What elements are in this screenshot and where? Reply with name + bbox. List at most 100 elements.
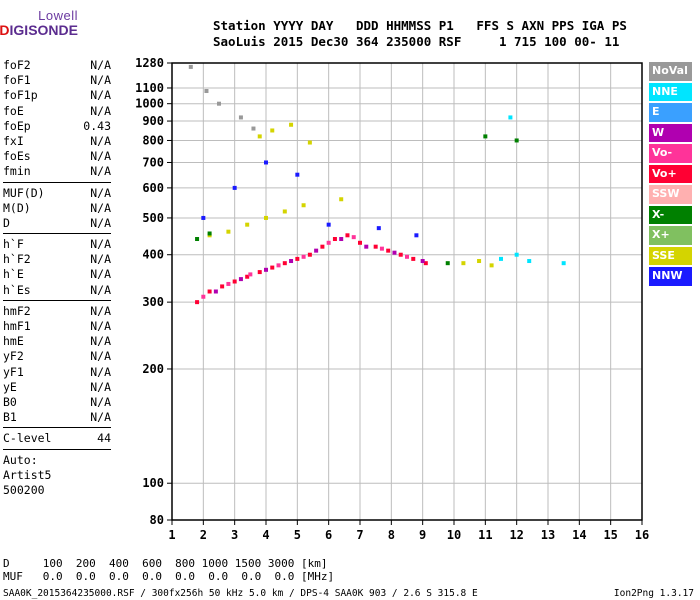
param-row: h`F N/A <box>3 237 111 252</box>
param-name: h`Es <box>3 282 31 297</box>
legend-item: X- <box>649 205 692 224</box>
param-row: h`F2 N/A <box>3 252 111 267</box>
station-header: Station YYYY DAY DDD HHMMSS P1 FFS S AXN… <box>213 18 627 50</box>
param-name: hmF2 <box>3 303 31 318</box>
param-row: foF1p N/A <box>3 88 111 103</box>
param-value: 44 <box>97 431 111 446</box>
x-tick-label: 13 <box>541 528 555 542</box>
data-point-noval <box>188 64 193 69</box>
param-row: hmE N/A <box>3 334 111 349</box>
data-point-vo- <box>220 284 225 289</box>
param-value: N/A <box>90 379 111 394</box>
x-tick-label: 12 <box>509 528 523 542</box>
data-point-vo- <box>332 237 337 242</box>
param-value: N/A <box>90 319 111 333</box>
data-point-vo- <box>270 265 275 270</box>
data-point-noval <box>217 101 221 106</box>
data-point-vo- <box>307 252 312 257</box>
data-point-sse <box>270 128 275 133</box>
param-name: 500200 <box>3 482 45 497</box>
x-tick-label: 8 <box>388 528 395 542</box>
legend-item: Vo+ <box>649 164 692 183</box>
param-row: Auto: <box>3 453 111 468</box>
param-row: foF1 N/A <box>3 73 111 88</box>
data-point-vo- <box>257 270 262 275</box>
data-point-vo- <box>207 289 212 294</box>
data-point-w <box>238 277 243 282</box>
legend-item: SSW <box>649 185 692 204</box>
data-point-vo- <box>423 261 428 266</box>
y-tick-label: 900 <box>142 114 164 128</box>
data-point-vo- <box>411 256 416 261</box>
param-name: foF2 <box>3 58 31 72</box>
param-value: N/A <box>90 164 111 179</box>
data-point-w <box>289 259 294 264</box>
legend-item: NNE <box>649 82 692 101</box>
x-tick-label: 4 <box>262 528 269 542</box>
logo-lowell: Lowell <box>38 8 78 23</box>
data-point-vo- <box>226 281 231 286</box>
y-tick-label: 500 <box>142 211 164 225</box>
x-tick-label: 10 <box>447 528 461 542</box>
param-value: N/A <box>90 334 111 349</box>
data-point-sse <box>282 209 287 214</box>
param-separator <box>3 181 111 183</box>
data-point-nnw <box>376 226 381 231</box>
data-point-x- <box>207 231 212 236</box>
legend-item: NoVal <box>649 62 692 81</box>
data-point-nnw <box>232 185 237 190</box>
data-point-nnw <box>201 215 206 220</box>
param-row: fmin N/A <box>3 164 111 179</box>
param-separator <box>3 427 111 429</box>
param-name: fmin <box>3 164 31 179</box>
y-tick-label: 300 <box>142 295 164 309</box>
legend-item: E <box>649 103 692 122</box>
param-separator <box>3 448 111 450</box>
param-name: hmE <box>3 334 24 349</box>
param-row: fxI N/A <box>3 134 111 149</box>
param-value: 0.43 <box>83 118 111 133</box>
param-value: N/A <box>90 185 111 200</box>
param-row: hmF2 N/A <box>3 304 111 319</box>
data-point-w <box>392 250 397 255</box>
x-tick-label: 9 <box>419 528 426 542</box>
data-point-nnw <box>295 172 300 177</box>
data-point-vo- <box>248 272 253 277</box>
param-row: C-level 44 <box>3 431 111 446</box>
data-point-sse <box>307 140 312 145</box>
data-point-sse <box>257 134 262 139</box>
param-name: M(D) <box>3 200 31 215</box>
param-row: h`Es N/A <box>3 283 111 298</box>
param-row: h`E N/A <box>3 267 111 282</box>
data-point-nnw <box>264 160 268 165</box>
data-point-sse <box>339 197 344 202</box>
data-point-noval <box>238 115 243 120</box>
data-point-noval <box>204 89 209 94</box>
x-tick-label: 15 <box>603 528 617 542</box>
param-row: MUF(D) N/A <box>3 186 111 201</box>
y-tick-label: 1280 <box>135 56 164 70</box>
param-row: foE N/A <box>3 104 111 119</box>
y-tick-label: 200 <box>142 362 164 376</box>
param-value: N/A <box>90 303 111 318</box>
param-separator <box>3 233 111 235</box>
param-value: N/A <box>90 252 111 267</box>
param-value: N/A <box>90 133 111 148</box>
data-point-nnw <box>414 233 419 238</box>
data-point-w <box>264 267 268 272</box>
data-point-vo- <box>245 274 250 279</box>
param-value: N/A <box>90 73 111 88</box>
param-value: N/A <box>90 349 111 364</box>
y-tick-label: 100 <box>142 476 164 490</box>
param-row: foEs N/A <box>3 149 111 164</box>
data-point-vo- <box>398 252 403 257</box>
data-point-sse <box>289 122 294 127</box>
x-tick-label: 1 <box>168 528 175 542</box>
param-value: N/A <box>90 103 111 118</box>
distance-row: D 100 200 400 600 800 1000 1500 3000 [km… <box>3 557 328 570</box>
y-tick-label: 400 <box>142 248 164 262</box>
data-point-nne <box>514 252 519 257</box>
param-row: foF2 N/A <box>3 58 111 73</box>
data-point-nne <box>527 259 532 264</box>
param-value: N/A <box>90 58 111 72</box>
